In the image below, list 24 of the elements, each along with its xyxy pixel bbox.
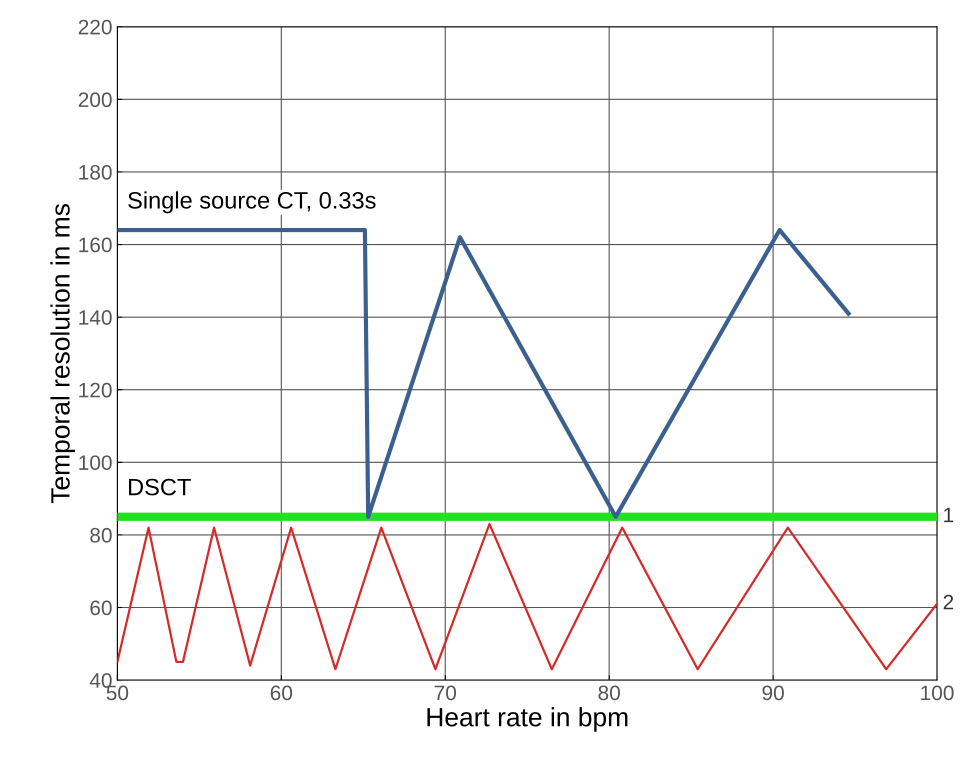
line-series bbox=[117, 228, 851, 519]
y-tick-label: 160 bbox=[79, 238, 112, 252]
series-label: DSCT bbox=[129, 478, 191, 496]
series-label: Single source CT, 0.33s bbox=[128, 191, 376, 214]
y-tick-label: 80 bbox=[90, 528, 112, 543]
x-tick-label: 80 bbox=[598, 685, 620, 700]
y-tick-label: 220 bbox=[78, 20, 112, 35]
x-tick-label: 50 bbox=[106, 685, 128, 700]
x-tick-label: 70 bbox=[434, 685, 456, 700]
y-tick-label: 100 bbox=[79, 455, 112, 470]
x-tick-label: 100 bbox=[921, 685, 954, 700]
y-tick-label: 120 bbox=[79, 382, 112, 398]
y-tick-label: 40 bbox=[90, 673, 112, 688]
x-axis-title: Heart rate in bpm bbox=[427, 707, 628, 732]
y-tick-label: 200 bbox=[78, 92, 112, 108]
annotation: 1 bbox=[944, 508, 954, 522]
y-axis-title: Temporal resolution in ms bbox=[50, 204, 75, 504]
y-tick-label: 60 bbox=[90, 600, 112, 616]
annotation: 2 bbox=[944, 594, 954, 610]
y-tick-label: 140 bbox=[79, 310, 112, 325]
y-tick-label: 180 bbox=[79, 164, 112, 180]
line-series bbox=[117, 522, 938, 670]
x-tick-label: 60 bbox=[270, 685, 292, 700]
x-tick-label: 90 bbox=[762, 685, 784, 700]
